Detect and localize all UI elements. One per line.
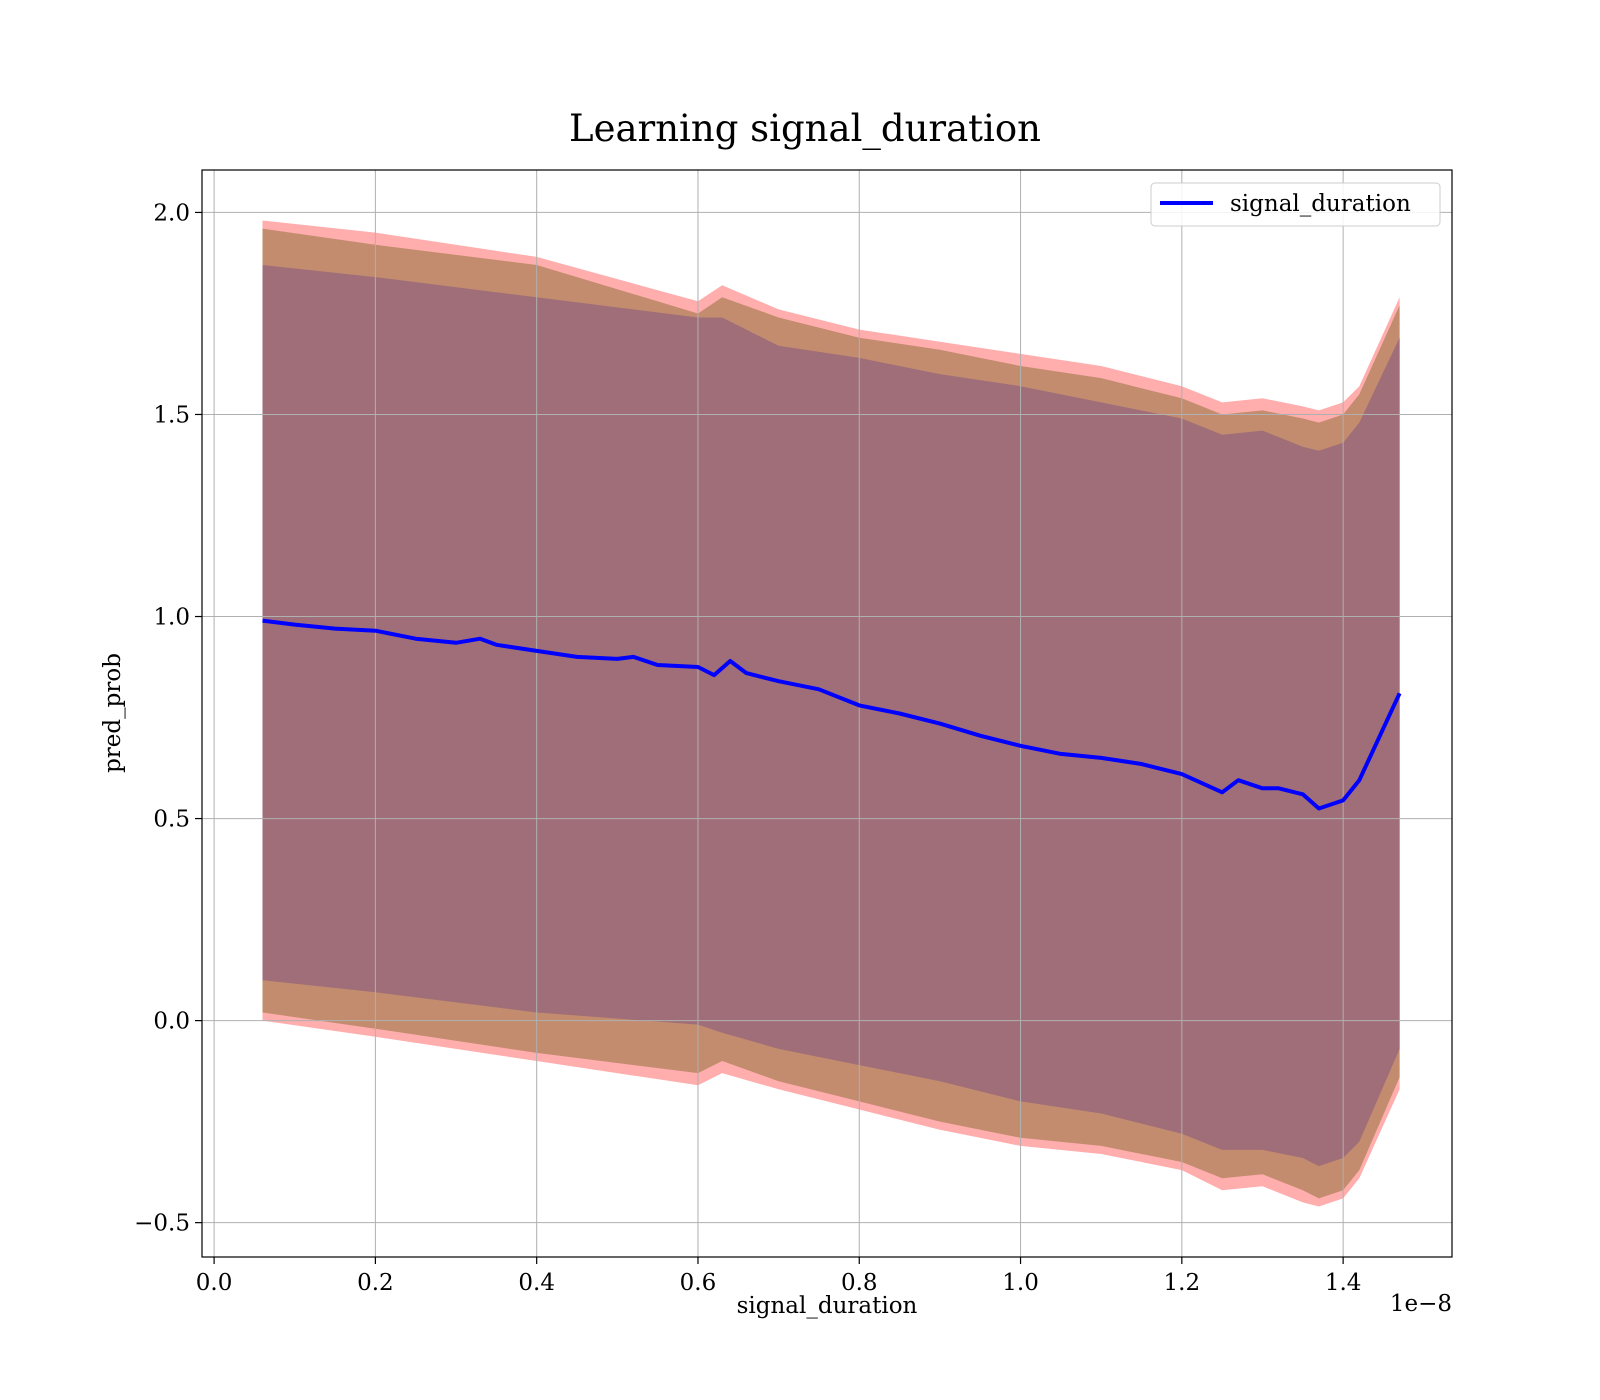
legend-label: signal_duration <box>1230 191 1411 217</box>
grid-lines <box>202 170 1452 1257</box>
x-axis-offset-label: 1e−8 <box>1390 1291 1452 1317</box>
x-tick-label: 1.2 <box>1164 1270 1201 1296</box>
x-tick-label: 0.8 <box>841 1270 878 1296</box>
x-axis-ticks: 0.0 0.2 0.4 0.6 0.8 1.0 1.2 1.4 <box>196 1257 1362 1296</box>
y-tick-label: 2.0 <box>153 200 190 226</box>
x-axis-label: signal_duration <box>737 1293 918 1319</box>
y-axis-ticks: −0.5 0.0 0.5 1.0 1.5 2.0 <box>134 200 202 1237</box>
y-axis-label: pred_prob <box>100 653 126 773</box>
series-lines <box>262 618 1402 811</box>
band-inner <box>262 265 1400 1167</box>
confidence-bands <box>262 220 1400 1207</box>
x-tick-label: 0.6 <box>680 1270 717 1296</box>
x-tick-label: 0.2 <box>357 1270 394 1296</box>
y-tick-label: 0.5 <box>153 807 190 833</box>
y-tick-label: 1.5 <box>153 402 190 428</box>
y-tick-label: 0.0 <box>153 1009 190 1035</box>
x-tick-label: 0.4 <box>518 1270 555 1296</box>
y-tick-label: 1.0 <box>153 605 190 631</box>
x-tick-label: 1.0 <box>1002 1270 1039 1296</box>
x-tick-label: 0.0 <box>196 1270 233 1296</box>
plot-frame <box>201 169 1453 1258</box>
x-tick-label: 1.4 <box>1325 1270 1362 1296</box>
legend: signal_duration <box>1150 182 1441 227</box>
series-line <box>262 618 1402 811</box>
legend-box <box>1150 182 1441 227</box>
chart-title: Learning signal_duration <box>569 107 1041 151</box>
y-tick-label: −0.5 <box>134 1211 190 1237</box>
